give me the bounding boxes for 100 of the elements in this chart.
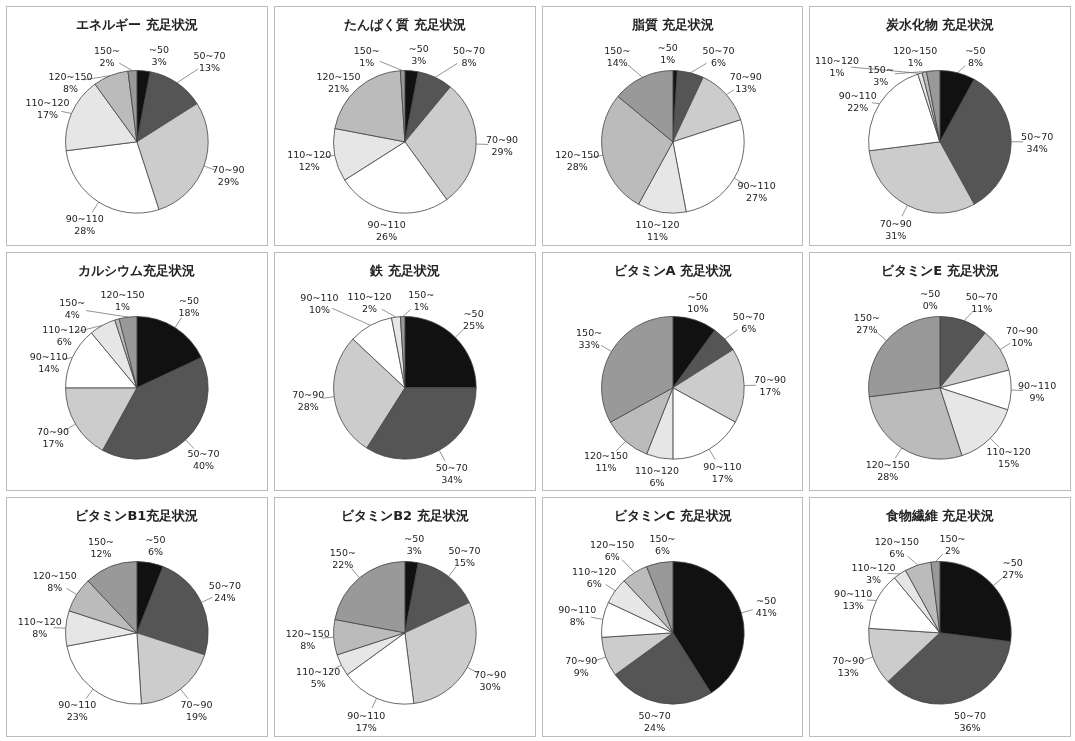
- data-label: 5%: [310, 678, 326, 690]
- slice-label: 90~110: [346, 709, 386, 721]
- slice-label: 90~110: [702, 460, 741, 472]
- slice-label: 50~70: [732, 310, 765, 322]
- data-label: 14%: [606, 57, 628, 68]
- data-label: 6%: [710, 57, 726, 68]
- slice-label: 150~: [603, 45, 630, 56]
- slice-label: 70~90: [37, 426, 70, 438]
- slice-label: 120~150: [285, 628, 330, 640]
- chart-title: ビタミンE 充足状況: [881, 262, 999, 278]
- slice-label: 150~: [93, 45, 121, 56]
- slice-label: 110~120: [42, 323, 87, 335]
- data-label: 6%: [604, 550, 620, 562]
- slice-label: 50~70: [208, 580, 241, 592]
- slice-label: 90~110: [65, 212, 104, 224]
- slice-label: 150~: [59, 297, 86, 309]
- slice-label: 90~110: [737, 180, 776, 192]
- data-label: 40%: [192, 459, 215, 471]
- slice-label: 70~90: [485, 133, 518, 145]
- data-label: 6%: [586, 577, 602, 589]
- slice-label: 120~150: [865, 458, 911, 470]
- chart-title: ビタミンC 充足状況: [613, 508, 732, 524]
- data-label: 34%: [440, 473, 463, 485]
- data-label: 27%: [856, 324, 878, 336]
- data-label: 6%: [889, 548, 905, 560]
- data-label: 1%: [358, 57, 375, 68]
- slice-label: ~50: [463, 307, 484, 319]
- data-label: 22%: [332, 559, 354, 571]
- slice-label: ~50: [755, 595, 776, 607]
- slice-label: 120~150: [875, 536, 920, 548]
- data-label: 28%: [566, 161, 588, 173]
- slice-label: 90~110: [29, 350, 68, 362]
- slice-label: 110~120: [17, 616, 62, 628]
- data-label: 10%: [1011, 336, 1033, 348]
- chart-title: ビタミンA 充足状況: [613, 262, 732, 278]
- data-label: 1%: [829, 66, 845, 78]
- data-label: 8%: [62, 83, 78, 95]
- slice-label: 120~150: [583, 449, 628, 461]
- slice-label: 150~: [353, 45, 380, 56]
- data-label: 8%: [32, 628, 48, 640]
- slice-label: 120~150: [48, 71, 93, 83]
- chart-title: ビタミンB2 充足状況: [340, 508, 469, 524]
- data-label: 10%: [308, 303, 330, 315]
- data-label: 28%: [297, 400, 319, 412]
- data-label: 11%: [971, 302, 993, 314]
- slice-label: 120~150: [589, 538, 634, 550]
- slice-label: 70~90: [212, 163, 245, 175]
- data-label: 8%: [569, 615, 585, 627]
- slice-label: 70~90: [1006, 324, 1039, 336]
- data-label: 3%: [866, 574, 882, 586]
- data-label: 24%: [214, 592, 236, 604]
- data-label: 19%: [185, 711, 208, 723]
- slice-label: 50~70: [1021, 130, 1054, 142]
- data-label: 27%: [1002, 569, 1024, 581]
- data-label: 9%: [1029, 391, 1045, 403]
- data-label: 17%: [711, 472, 733, 484]
- slice-label: 110~120: [815, 54, 860, 66]
- slice-label: ~50: [965, 45, 986, 56]
- slice-label: 150~: [868, 63, 895, 75]
- slice-label: 150~: [939, 533, 966, 545]
- data-label: 13%: [734, 83, 756, 95]
- data-label: 28%: [877, 470, 899, 482]
- slice-label: 70~90: [180, 699, 213, 711]
- data-label: 8%: [47, 582, 63, 594]
- chart-title: 食物繊維 充足状況: [884, 508, 995, 524]
- data-label: 3%: [873, 75, 889, 87]
- slice-label: 110~120: [295, 666, 341, 678]
- slice-label: ~50: [179, 294, 200, 306]
- data-label: 30%: [479, 681, 501, 693]
- slice-label: 70~90: [832, 655, 865, 667]
- data-label: 29%: [491, 145, 513, 157]
- data-label: 29%: [217, 175, 239, 187]
- chart-title: 鉄 充足状況: [368, 262, 440, 278]
- slice-label: 110~120: [851, 562, 896, 574]
- data-label: 1%: [413, 300, 429, 312]
- data-label: 8%: [461, 57, 477, 68]
- slice-label: 150~: [854, 312, 881, 324]
- slice-label: 70~90: [729, 71, 762, 83]
- slice-label: 70~90: [292, 388, 325, 400]
- chart-title: 炭水化物 充足状況: [884, 17, 995, 32]
- data-label: 22%: [847, 102, 869, 114]
- data-label: 15%: [998, 457, 1020, 469]
- slice-label: 110~120: [986, 445, 1031, 457]
- slice-label: 50~70: [193, 50, 226, 62]
- slice-label: 90~110: [838, 90, 878, 102]
- data-label: 17%: [355, 721, 377, 733]
- data-label: 17%: [37, 109, 59, 121]
- data-label: 13%: [842, 600, 864, 612]
- slice-label: 90~110: [557, 603, 596, 615]
- chart-title: たんぱく質 充足状況: [343, 17, 466, 32]
- data-label: 18%: [178, 306, 200, 318]
- data-label: 6%: [740, 322, 756, 334]
- chart-title: カルシウム充足状況: [78, 262, 196, 278]
- data-label: 41%: [755, 607, 777, 619]
- slice-label: 150~: [408, 288, 435, 300]
- slice-label: 110~120: [347, 290, 392, 302]
- data-label: 31%: [885, 229, 907, 241]
- slice-label: 90~110: [834, 588, 873, 600]
- slice-label: 70~90: [753, 373, 786, 385]
- data-label: 27%: [745, 192, 767, 204]
